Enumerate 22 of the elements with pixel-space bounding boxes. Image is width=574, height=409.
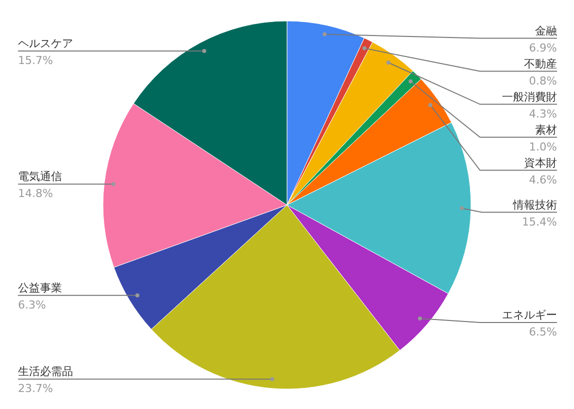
slice-label: 資本財 <box>524 156 557 170</box>
slice-label: 公益事業 <box>18 281 62 294</box>
data-label: 15.7% <box>18 54 53 68</box>
data-label: 6.5% <box>529 326 557 339</box>
data-label: 14.8% <box>18 187 53 200</box>
data-label: 6.9% <box>529 41 557 54</box>
data-label: 23.7% <box>18 382 53 396</box>
data-label: 6.3% <box>18 298 46 312</box>
data-label: 0.8% <box>529 74 557 88</box>
slice-label: 金融 <box>535 24 557 38</box>
slice-label: 素材 <box>535 123 557 136</box>
slice-label: ヘルスケア <box>18 37 73 50</box>
data-label: 4.3% <box>529 107 557 120</box>
slice-label: 電気通信 <box>18 170 62 184</box>
slice-label: 不動産 <box>524 57 557 70</box>
slice-label: 一般消費財 <box>502 90 557 104</box>
data-label: 1.0% <box>529 140 557 154</box>
slice-label: 情報技術 <box>512 198 557 212</box>
slice-label: エネルギー <box>502 308 557 322</box>
slice-label: 生活必需品 <box>18 365 73 378</box>
data-label: 4.6% <box>529 173 557 186</box>
data-label: 15.4% <box>522 215 557 228</box>
